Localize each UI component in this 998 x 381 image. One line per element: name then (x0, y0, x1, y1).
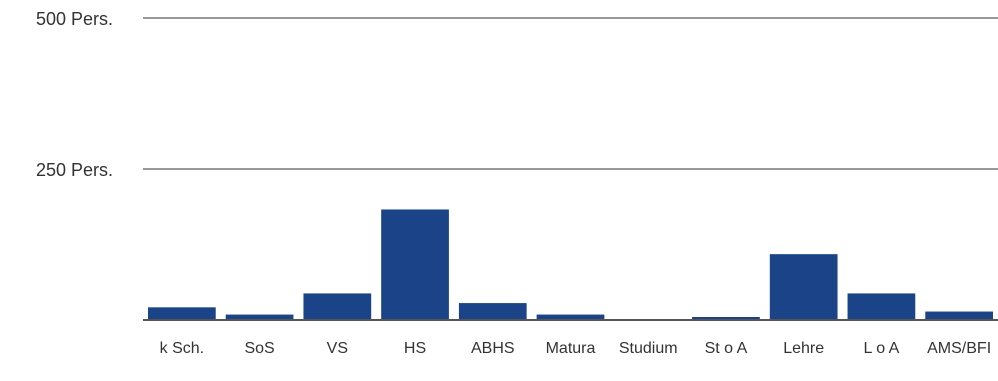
x-tick-label: AMS/BFI (927, 340, 991, 357)
bar-abhs (458, 303, 527, 320)
y-tick-label: 250 Pers. (36, 160, 113, 180)
bar-matura (536, 314, 605, 320)
y-axis-labels: 250 Pers. 500 Pers. (36, 9, 113, 180)
bar-l-o-a (847, 293, 916, 320)
x-axis-labels: k Sch. SoS VS HS ABHS Matura Studium St o A Lehr… (160, 340, 992, 357)
x-tick-label: VS (327, 340, 348, 357)
x-tick-label: Matura (546, 340, 596, 357)
bar-st-o-a (692, 316, 760, 320)
x-tick-label: k Sch. (160, 340, 204, 357)
x-tick-label: Studium (619, 340, 678, 357)
bar-k-sch (148, 307, 216, 320)
bar-lehre (769, 254, 838, 320)
bar-hs (381, 209, 449, 320)
y-tick-label: 500 Pers. (36, 9, 113, 29)
x-tick-label: HS (404, 340, 426, 357)
x-tick-label: St o A (705, 340, 748, 357)
bar-sos (225, 314, 294, 320)
bar-vs (303, 293, 372, 320)
x-tick-label: Lehre (783, 340, 824, 357)
x-tick-label: SoS (244, 340, 274, 357)
bar-ams-bfi (925, 311, 993, 320)
x-tick-label: L o A (863, 340, 899, 357)
gridlines (143, 17, 998, 170)
bars (148, 209, 993, 320)
x-tick-label: ABHS (471, 340, 515, 357)
